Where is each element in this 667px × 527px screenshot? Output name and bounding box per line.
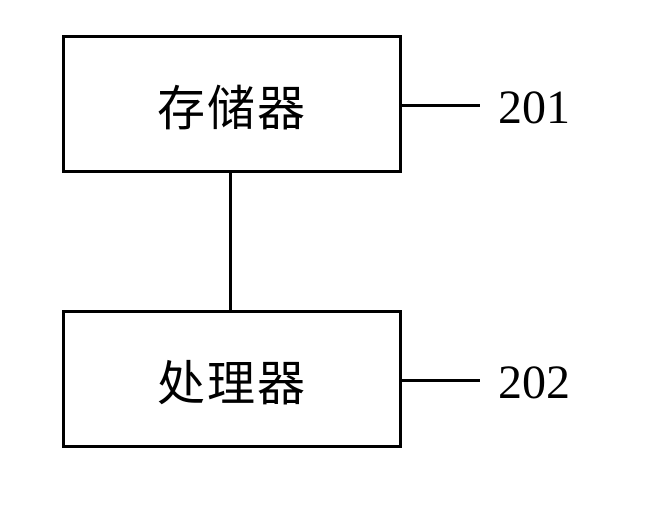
memory-ref-connector bbox=[402, 104, 480, 107]
vertical-connector bbox=[229, 173, 232, 310]
block-diagram: 存储器 处理器 201 202 bbox=[0, 0, 667, 527]
memory-label: 存储器 bbox=[157, 69, 307, 139]
memory-ref-number: 201 bbox=[498, 80, 570, 135]
processor-block: 处理器 bbox=[62, 310, 402, 448]
processor-ref-number: 202 bbox=[498, 355, 570, 410]
memory-block: 存储器 bbox=[62, 35, 402, 173]
processor-ref-connector bbox=[402, 379, 480, 382]
processor-label: 处理器 bbox=[157, 344, 307, 414]
